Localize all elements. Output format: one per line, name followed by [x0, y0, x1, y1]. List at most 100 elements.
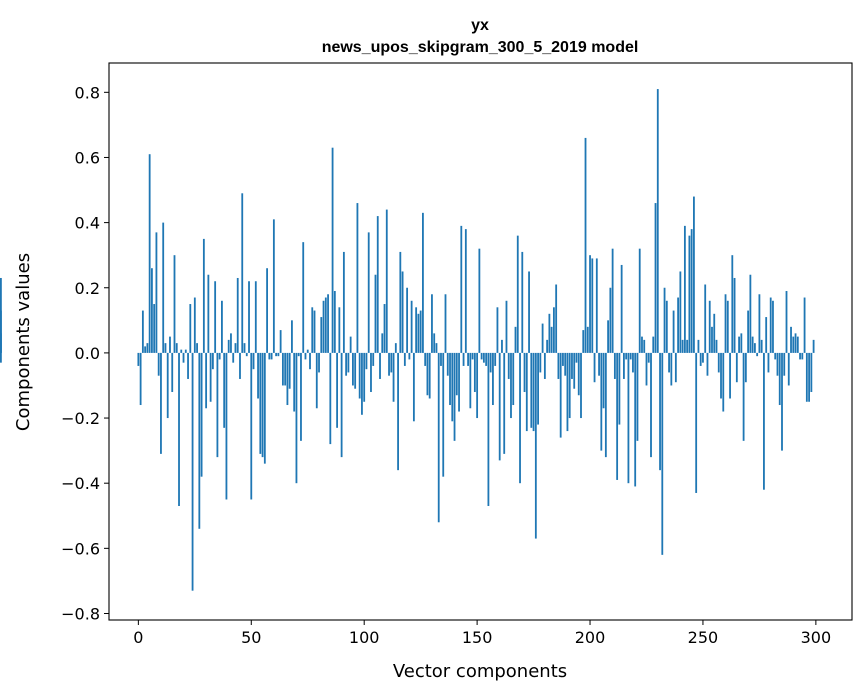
bar-109	[383, 304, 386, 353]
bar-undefined	[0, 310, 2, 353]
bar-211	[613, 352, 616, 379]
bar-94	[349, 336, 352, 353]
bar-102	[367, 232, 370, 353]
bar-285	[781, 352, 783, 451]
bar-270	[747, 310, 750, 353]
bar-176	[534, 352, 537, 539]
bar-26	[196, 343, 198, 353]
bar-119	[406, 287, 409, 353]
bar-114	[394, 343, 397, 353]
bar-154	[485, 352, 488, 366]
bar-145	[464, 229, 467, 353]
bar-15	[171, 352, 174, 392]
bar-276	[760, 339, 763, 353]
bar-221	[636, 352, 639, 441]
bar-16	[173, 255, 176, 353]
bar-198	[584, 137, 587, 353]
bar-230	[656, 89, 659, 353]
bar-169	[519, 352, 521, 484]
bar-17	[175, 343, 178, 353]
bar-204	[598, 352, 600, 376]
bar-129	[428, 352, 431, 399]
bar-98	[358, 352, 361, 399]
bar-242	[683, 225, 686, 353]
bar-258	[720, 352, 722, 399]
bar-29	[202, 238, 205, 353]
bar-162	[503, 352, 506, 454]
bar-71	[297, 352, 300, 357]
bar-217	[627, 352, 630, 484]
bar-189	[564, 352, 567, 376]
bar-57	[266, 268, 268, 353]
y-tick-label: 0.8	[75, 83, 100, 102]
x-axis-label: Vector components	[393, 661, 567, 682]
bar-56	[263, 352, 266, 464]
bar-197	[582, 330, 585, 353]
bar-239	[677, 297, 680, 353]
bar-253	[708, 300, 711, 353]
bar-286	[783, 352, 786, 376]
bar-87	[333, 291, 336, 353]
bar-28	[200, 352, 203, 477]
bar-192	[571, 352, 573, 379]
bar-53	[257, 352, 259, 399]
bar-256	[715, 339, 718, 353]
bar-22	[187, 352, 189, 379]
bar-59	[270, 352, 273, 360]
bar-219	[632, 352, 634, 373]
bar-134	[440, 352, 442, 366]
bar-46	[241, 193, 244, 353]
chart-title: yx	[471, 17, 489, 34]
bar-228	[652, 336, 655, 353]
bar-52	[254, 281, 257, 353]
bar-104	[372, 352, 375, 366]
bar-250	[702, 352, 704, 363]
bar-255	[713, 313, 716, 353]
bar-74	[304, 352, 307, 360]
bar-207	[604, 352, 607, 458]
bar-254	[711, 326, 713, 353]
bar-95	[352, 352, 354, 386]
bar-260	[724, 294, 727, 353]
bar-84	[327, 294, 329, 353]
bar-274	[756, 352, 759, 357]
bar-73	[302, 242, 305, 353]
bar-135	[442, 352, 445, 477]
bar-5	[148, 154, 151, 353]
bar-299	[812, 339, 815, 353]
bar-188	[562, 352, 564, 366]
bar-106	[376, 216, 379, 353]
bar-170	[521, 251, 524, 353]
bar-67	[288, 352, 291, 389]
bar-164	[507, 352, 510, 379]
y-tick-label: −0.6	[61, 539, 100, 558]
bar-213	[618, 352, 621, 425]
bar-21	[184, 349, 187, 353]
bar-121	[410, 300, 413, 353]
bar-30	[205, 352, 208, 409]
bar-19	[180, 349, 183, 353]
bar-142	[458, 352, 460, 412]
bar-152	[480, 352, 483, 360]
bar-212	[616, 352, 619, 480]
y-tick-label: −0.4	[61, 474, 100, 493]
bar-10	[160, 352, 162, 454]
bar-105	[374, 274, 377, 353]
bar-222	[638, 248, 641, 353]
bar-64	[281, 352, 284, 386]
bar-93	[347, 352, 350, 373]
bar-39	[225, 352, 228, 500]
bar-265	[735, 352, 738, 383]
bar-32	[209, 352, 212, 402]
bar-266	[738, 336, 740, 353]
bar-185	[555, 284, 558, 353]
x-tick-label: 200	[575, 628, 606, 647]
bar-37	[221, 300, 223, 353]
bar-143	[460, 225, 463, 353]
bar-75	[306, 349, 309, 353]
bar-295	[803, 297, 806, 353]
bar-231	[659, 352, 661, 471]
bar-120	[408, 352, 411, 360]
bar-111	[388, 352, 390, 376]
